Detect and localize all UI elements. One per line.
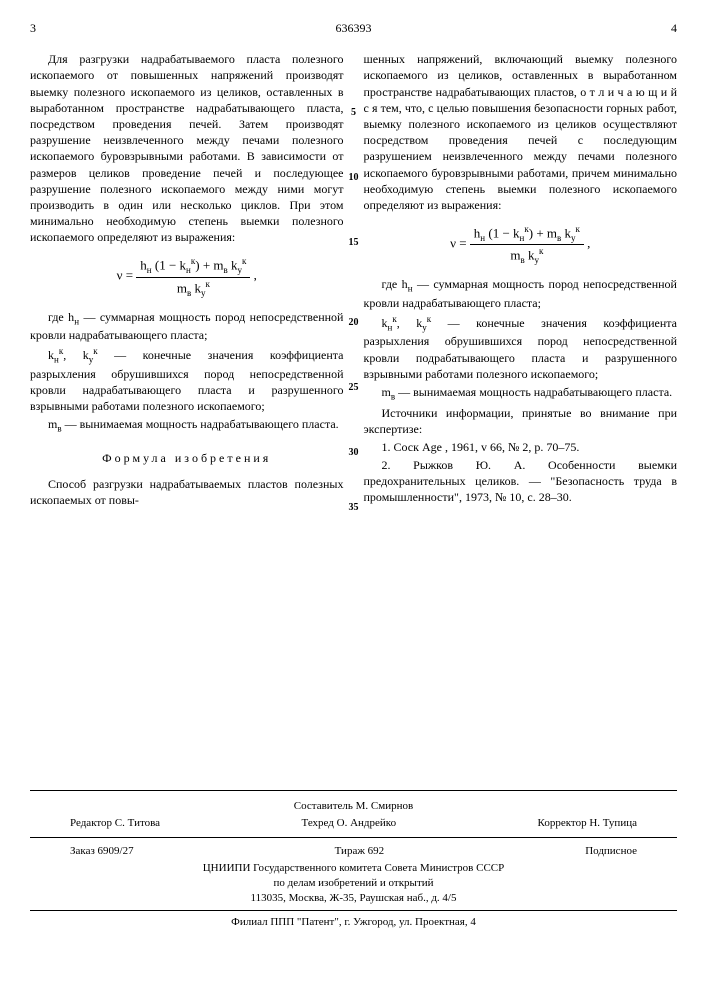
claims-title: Формула изобретения — [30, 450, 344, 466]
compiler: Составитель М. Смирнов — [30, 799, 677, 814]
sources-title: Источники информации, принятые во вниман… — [364, 405, 678, 437]
def-4: где hн — суммарная мощность пород непоср… — [364, 276, 678, 311]
formula-1-den: mв kук — [136, 278, 250, 299]
doc-number: 636393 — [36, 20, 671, 36]
def-3: mв — вынимаемая мощность надрабатывающег… — [30, 416, 344, 435]
footer: Составитель М. Смирнов Редактор С. Титов… — [30, 790, 677, 929]
source-2: 2. Рыжков Ю. А. Особенности выемки предо… — [364, 457, 678, 506]
two-column-layout: Для разгрузки надрабатываемого пласта по… — [30, 51, 677, 510]
para-2: Способ разгрузки надрабатываемых пластов… — [30, 476, 344, 508]
page-num-right: 4 — [671, 20, 677, 36]
org-line-2: по делам изобретений и открытий — [30, 876, 677, 891]
editor: Редактор С. Титова — [70, 816, 160, 831]
left-column: Для разгрузки надрабатываемого пласта по… — [30, 51, 344, 510]
formula-2-num: hн (1 − kнк) + mв kук — [470, 223, 584, 245]
formula-1-num: hн (1 − kнк) + mв kук — [136, 255, 250, 277]
def-5: kнк, kук — конечные значения коэффициент… — [364, 313, 678, 382]
divider-2 — [30, 910, 677, 911]
right-column: шенных напряжений, включающий выемку пол… — [364, 51, 678, 510]
para-3: шенных напряжений, включающий выемку пол… — [364, 51, 678, 213]
def-2: kнк, kук — конечные значения коэффициент… — [30, 345, 344, 414]
org-line-1: ЦНИИПИ Государственного комитета Совета … — [30, 861, 677, 876]
formula-2-den: mв kук — [470, 245, 584, 266]
branch: Филиал ППП "Патент", г. Ужгород, ул. Про… — [30, 915, 677, 930]
def-6: mв — вынимаемая мощность надрабатывающег… — [364, 384, 678, 403]
print-row: Заказ 6909/27 Тираж 692 Подписное — [30, 842, 677, 861]
formula-2: ν = hн (1 − kнк) + mв kукmв kук , — [364, 223, 678, 266]
para-1: Для разгрузки надрабатываемого пласта по… — [30, 51, 344, 245]
address: 113035, Москва, Ж-35, Раушская наб., д. … — [30, 891, 677, 906]
circulation: Тираж 692 — [335, 844, 385, 859]
content-area: Для разгрузки надрабатываемого пласта по… — [30, 51, 677, 510]
credits-row: Редактор С. Титова Техред О. Андрейко Ко… — [30, 814, 677, 833]
formula-1: ν = hн (1 − kнк) + mв kукmв kук , — [30, 255, 344, 298]
def-1: где hн — суммарная мощность пород непоср… — [30, 309, 344, 344]
tech-editor: Техред О. Андрейко — [302, 816, 397, 831]
page-header: 3 636393 4 — [30, 20, 677, 36]
subscription: Подписное — [585, 844, 637, 859]
corrector: Корректор Н. Тупица — [538, 816, 637, 831]
source-1: 1. Соск Age , 1961, v 66, № 2, р. 70–75. — [364, 439, 678, 455]
divider-1 — [30, 837, 677, 838]
order-num: Заказ 6909/27 — [70, 844, 134, 859]
